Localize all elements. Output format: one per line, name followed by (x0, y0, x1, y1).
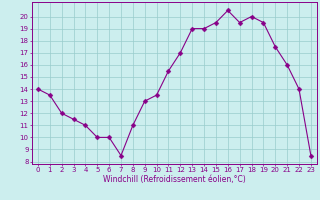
X-axis label: Windchill (Refroidissement éolien,°C): Windchill (Refroidissement éolien,°C) (103, 175, 246, 184)
